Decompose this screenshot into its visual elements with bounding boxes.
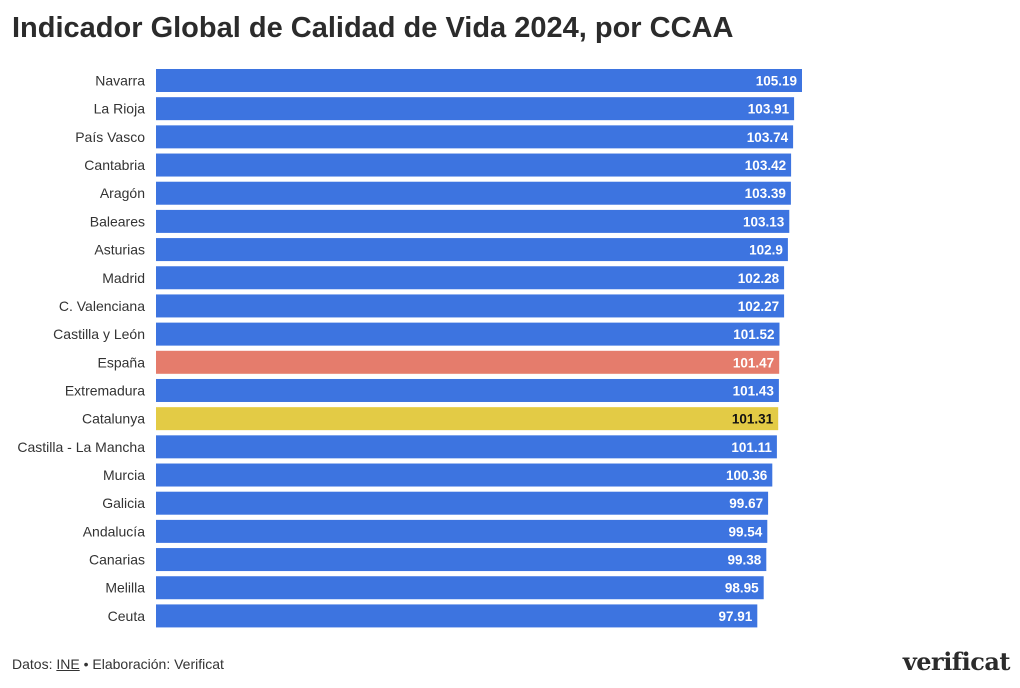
- category-label-melilla: Melilla: [105, 580, 145, 596]
- value-label-c-valenciana: 102.27: [738, 299, 779, 314]
- bar-melilla: [156, 576, 764, 600]
- bar-castilla-la-mancha: [156, 435, 777, 459]
- category-label-canarias: Canarias: [89, 552, 145, 568]
- category-label-murcia: Murcia: [103, 467, 145, 483]
- bar-cantabria: [156, 153, 792, 177]
- bar-castilla-y-leon: [156, 322, 780, 346]
- category-label-extremadura: Extremadura: [65, 382, 145, 398]
- category-label-cantabria: Cantabria: [84, 157, 145, 173]
- value-label-galicia: 99.67: [729, 496, 763, 511]
- category-label-andalucia: Andalucía: [83, 523, 145, 539]
- bar-andalucia: [156, 519, 768, 543]
- value-label-baleares: 103.13: [743, 214, 785, 229]
- bar-galicia: [156, 491, 769, 515]
- category-label-madrid: Madrid: [102, 270, 145, 286]
- value-label-cantabria: 103.42: [745, 158, 786, 173]
- value-label-melilla: 98.95: [725, 581, 759, 596]
- value-label-pais-vasco: 103.74: [747, 130, 789, 145]
- value-label-extremadura: 101.43: [733, 383, 775, 398]
- category-label-castilla-y-leon: Castilla y León: [53, 326, 145, 342]
- value-label-castilla-la-mancha: 101.11: [731, 440, 772, 455]
- value-label-murcia: 100.36: [726, 468, 768, 483]
- bar-extremadura: [156, 378, 779, 402]
- bar-la-rioja: [156, 97, 795, 121]
- category-label-espana: España: [98, 354, 146, 370]
- bar-navarra: [156, 69, 802, 92]
- value-label-castilla-y-leon: 101.52: [733, 327, 774, 342]
- category-label-pais-vasco: País Vasco: [75, 129, 145, 145]
- category-label-baleares: Baleares: [90, 213, 145, 229]
- footer-prefix: Datos:: [12, 656, 57, 672]
- value-label-catalunya: 101.31: [732, 412, 774, 427]
- bar-canarias: [156, 548, 767, 572]
- category-label-galicia: Galicia: [102, 495, 145, 511]
- value-label-la-rioja: 103.91: [748, 102, 790, 117]
- bar-ceuta: [156, 604, 758, 628]
- value-label-madrid: 102.28: [738, 271, 780, 286]
- category-label-catalunya: Catalunya: [82, 411, 145, 427]
- bar-madrid: [156, 266, 785, 290]
- category-label-navarra: Navarra: [95, 73, 145, 89]
- verificat-logo: verificat: [902, 647, 1011, 676]
- bar-aragon: [156, 181, 791, 205]
- value-label-aragon: 103.39: [745, 186, 786, 201]
- category-label-ceuta: Ceuta: [108, 608, 146, 624]
- value-label-navarra: 105.19: [756, 74, 797, 89]
- bar-catalunya: [156, 407, 779, 431]
- chart-title: Indicador Global de Calidad de Vida 2024…: [12, 12, 734, 44]
- bar-c-valenciana: [156, 294, 785, 318]
- bar-asturias: [156, 238, 788, 262]
- value-label-andalucia: 99.54: [729, 524, 763, 539]
- bar-pais-vasco: [156, 125, 794, 149]
- bar-baleares: [156, 209, 790, 233]
- chart-footer: Datos: INE • Elaboración: Verificat: [12, 655, 224, 673]
- category-label-la-rioja: La Rioja: [94, 101, 146, 117]
- footer-credit: • Elaboración: Verificat: [79, 656, 224, 672]
- category-label-aragon: Aragón: [100, 185, 145, 201]
- bar-espana: [156, 350, 780, 374]
- bar-murcia: [156, 463, 773, 487]
- category-label-castilla-la-mancha: Castilla - La Mancha: [17, 439, 145, 455]
- category-label-asturias: Asturias: [94, 242, 145, 258]
- value-label-ceuta: 97.91: [719, 609, 753, 624]
- category-label-c-valenciana: C. Valenciana: [59, 298, 145, 314]
- source-link-ine[interactable]: INE: [56, 656, 80, 672]
- value-label-asturias: 102.9: [749, 243, 783, 258]
- value-label-canarias: 99.38: [728, 553, 762, 568]
- value-label-espana: 101.47: [733, 355, 774, 370]
